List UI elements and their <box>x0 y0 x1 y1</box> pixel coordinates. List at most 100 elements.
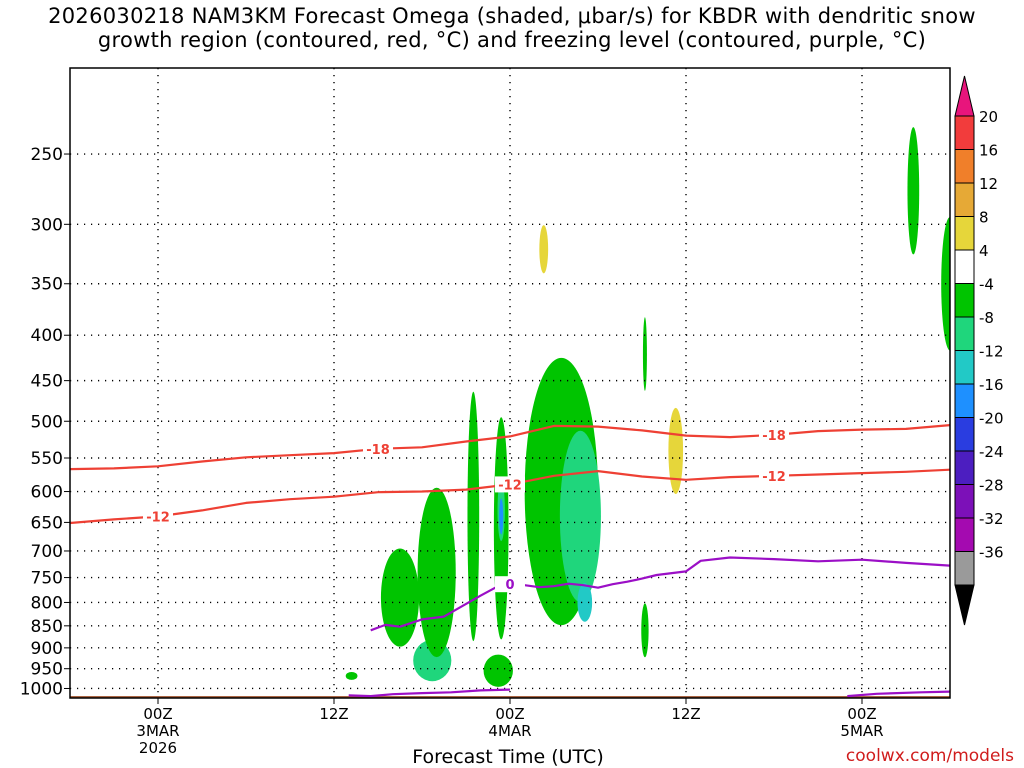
y-tick-label-14: 950 <box>31 660 63 680</box>
colorbar-swatch-10 <box>954 450 975 485</box>
omega-region-24 <box>642 317 647 391</box>
surface-band <box>70 696 950 698</box>
contour-minus12-mid-label: -12 <box>498 478 522 493</box>
omega-region-3 <box>253 595 268 610</box>
colorbar-label-11: -28 <box>979 477 1004 495</box>
colorbar-label-13: -36 <box>979 544 1004 562</box>
colorbar-top-arrow <box>954 75 975 117</box>
freezing-zero-label-bg <box>495 576 525 593</box>
colorbar-label-2: 12 <box>979 175 998 193</box>
omega-region-12 <box>380 548 420 647</box>
y-tick-label-0: 250 <box>31 145 63 165</box>
x-tick-label-3-0: 12Z <box>671 705 700 723</box>
omega-region-10 <box>668 407 684 494</box>
colorbar-swatch-8 <box>954 383 975 418</box>
colorbar-label-3: 8 <box>979 209 989 227</box>
x-tick-label-2-0: 00Z <box>495 705 524 723</box>
omega-region-15 <box>467 391 480 642</box>
contour-minus18-right-label: -18 <box>762 429 786 444</box>
colorbar-label-1: 16 <box>979 142 998 160</box>
contour-minus18-right-label-bg <box>759 426 789 443</box>
freezing-level-contour-line-0 <box>370 556 950 632</box>
omega-region-6 <box>539 225 549 274</box>
colorbar-label-7: -12 <box>979 343 1004 361</box>
colorbar-swatch-1 <box>954 149 975 184</box>
colorbar-label-8: -16 <box>979 376 1004 394</box>
y-tick-label-3: 400 <box>31 326 63 346</box>
colorbar-swatch-5 <box>954 283 975 318</box>
x-tick-label-4-1: 5MAR <box>840 722 883 740</box>
colorbar-swatch-6 <box>954 316 975 351</box>
contour-minus18-left-label: -18 <box>366 443 390 458</box>
contour-minus12-left-label-bg <box>143 508 173 525</box>
y-tick-label-1: 300 <box>31 215 63 235</box>
contour-minus12-left-label: -12 <box>146 510 170 525</box>
omega-region-22 <box>577 583 593 622</box>
omega-region-18 <box>499 498 504 535</box>
colorbar-swatch-12 <box>954 517 975 552</box>
colorbar-swatch-2 <box>954 182 975 217</box>
dendritic-contour-line-0 <box>70 424 950 471</box>
chart-title-line-2: growth region (contoured, red, °C) and f… <box>97 28 927 52</box>
y-tick-label-12: 850 <box>31 617 63 637</box>
freezing-level-contour-line-2 <box>847 690 950 698</box>
freezing-zero-label: 0 <box>505 578 514 593</box>
contour-layer: -18 -18 -12 -12 -12 0 <box>70 424 950 698</box>
y-tick-label-4: 450 <box>31 372 63 392</box>
colorbar-bottom-arrow <box>954 584 975 626</box>
x-tick-label-0-1: 3MAR <box>136 722 179 740</box>
colorbar-label-4: 4 <box>979 242 989 260</box>
x-tick-label-0-2: 2026 <box>139 739 177 757</box>
omega-region-8 <box>728 200 752 287</box>
colorbar-label-10: -24 <box>979 443 1004 461</box>
colorbar-swatch-9 <box>954 417 975 452</box>
omega-colorbar: 20 16 12 8 4 -4 -8 -12 -16 -20 -24 -28 -32 -36 <box>954 75 1004 626</box>
contour-minus12-right-label: -12 <box>762 470 786 485</box>
omega-region-21 <box>559 430 601 603</box>
omega-region-19 <box>483 654 513 687</box>
y-tick-label-2: 350 <box>31 275 63 295</box>
omega-region-0 <box>70 105 74 155</box>
colorbar-swatch-3 <box>954 216 975 251</box>
colorbar-swatch-13 <box>954 551 975 586</box>
x-tick-label-0-0: 00Z <box>143 705 172 723</box>
credit-link[interactable]: coolwx.com/models <box>845 746 1014 766</box>
chart-title-line-1: 2026030218 NAM3KM Forecast Omega (shaded… <box>48 4 976 28</box>
x-tick-label-2-1: 4MAR <box>488 722 531 740</box>
y-tick-label-11: 800 <box>31 593 63 613</box>
y-tick-label-10: 750 <box>31 569 63 589</box>
omega-region-23 <box>641 603 649 658</box>
y-tick-label-9: 700 <box>31 542 63 562</box>
omega-region-25 <box>907 127 920 255</box>
contour-minus12-mid-label-bg <box>495 476 525 493</box>
colorbar-label-9: -20 <box>979 410 1004 428</box>
x-tick-label-1-0: 12Z <box>319 705 348 723</box>
y-tick-label-15: 1000 <box>20 679 63 699</box>
omega-region-11 <box>678 547 688 619</box>
plot-gridlines <box>70 68 950 698</box>
omega-region-7 <box>537 628 556 642</box>
y-axis: 2503003504004505005506006507007508008509… <box>20 145 70 699</box>
y-tick-label-8: 650 <box>31 513 63 533</box>
colorbar-swatch-4 <box>954 249 975 284</box>
colorbar-label-0: 20 <box>979 108 998 126</box>
colorbar-label-12: -32 <box>979 510 1004 528</box>
y-tick-label-6: 550 <box>31 449 63 469</box>
surface-ground-layer <box>70 696 950 698</box>
omega-region-27 <box>345 671 358 680</box>
colorbar-swatch-11 <box>954 484 975 519</box>
freezing-level-contour-line-1 <box>348 688 511 698</box>
colorbar-swatch-0 <box>954 115 975 150</box>
omega-region-14 <box>417 487 456 658</box>
y-tick-label-13: 900 <box>31 639 63 659</box>
x-tick-label-4-0: 00Z <box>847 705 876 723</box>
omega-region-1 <box>111 352 123 392</box>
omega-region-4 <box>369 641 381 663</box>
y-tick-label-7: 600 <box>31 483 63 503</box>
omega-region-2 <box>70 648 95 669</box>
omega-shading-layer <box>70 105 950 687</box>
colorbar-swatch-7 <box>954 350 975 385</box>
x-axis-title: Forecast Time (UTC) <box>412 746 604 768</box>
